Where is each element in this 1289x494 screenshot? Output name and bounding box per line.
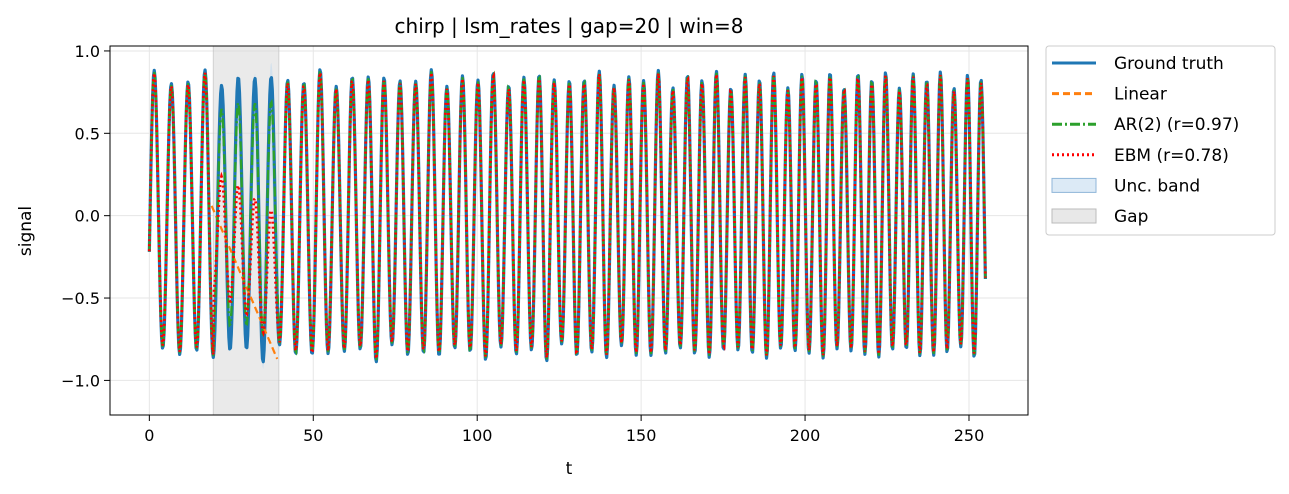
legend-item: EBM (r=0.78) — [1052, 146, 1229, 166]
legend-label: Gap — [1114, 207, 1148, 227]
legend-label: Linear — [1114, 85, 1167, 105]
legend-label: Unc. band — [1114, 176, 1200, 196]
x-tick-label: 200 — [790, 426, 821, 445]
x-tick-label: 0 — [144, 426, 154, 445]
uncertainty-band — [213, 62, 279, 370]
series-linear-line — [210, 205, 279, 360]
x-tick-label: 250 — [954, 426, 985, 445]
legend-box — [1045, 45, 1276, 236]
x-axis-ticks: 0 50 100 150 200 250 — [144, 415, 984, 445]
y-tick-label: 0.0 — [75, 207, 100, 226]
legend-swatch — [1051, 208, 1097, 224]
legend-item: Ground truth — [1052, 54, 1224, 74]
legend: Ground truth Linear AR(2) (r=0.97) EBM (r=0… — [1045, 45, 1276, 236]
x-tick-label: 150 — [626, 426, 657, 445]
y-tick-label: −0.5 — [61, 289, 100, 308]
x-tick-label: 50 — [303, 426, 323, 445]
legend-item: Linear — [1052, 85, 1167, 105]
plot-area: 0 50 100 150 200 250 −1.0 −0.5 0.0 0.5 1.0 — [61, 42, 1029, 445]
y-axis-label: signal — [16, 206, 36, 256]
legend-item: AR(2) (r=0.97) — [1052, 115, 1239, 135]
chart-title: chirp | lsm_rates | gap=20 | win=8 — [395, 14, 744, 38]
y-axis-ticks: −1.0 −0.5 0.0 0.5 1.0 — [61, 42, 110, 390]
legend-label: EBM (r=0.78) — [1114, 146, 1229, 166]
legend-swatch — [1051, 177, 1097, 193]
y-tick-label: 1.0 — [75, 42, 100, 61]
legend-label: AR(2) (r=0.97) — [1114, 115, 1239, 135]
y-tick-label: 0.5 — [75, 124, 100, 143]
legend-label: Ground truth — [1114, 54, 1224, 74]
plot-frame — [109, 45, 1029, 416]
legend-item: Gap — [1051, 207, 1148, 227]
x-axis-label: t — [566, 459, 573, 479]
legend-item: Unc. band — [1051, 176, 1200, 196]
x-tick-label: 100 — [462, 426, 493, 445]
y-tick-label: −1.0 — [61, 371, 100, 390]
series-lines — [147, 62, 987, 370]
